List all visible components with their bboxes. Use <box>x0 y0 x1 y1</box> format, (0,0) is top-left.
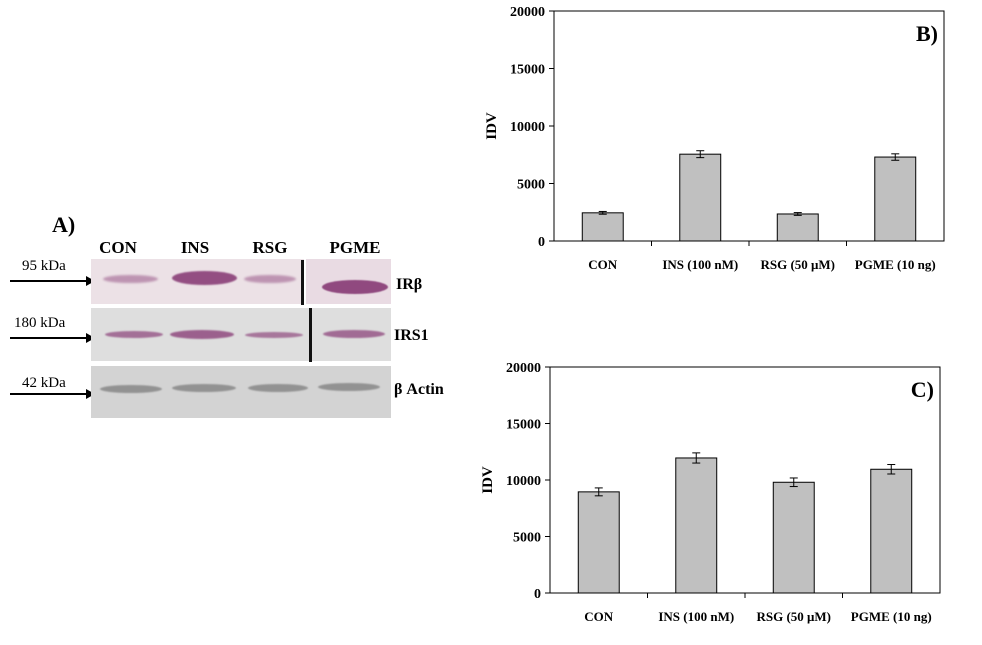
band-irs1-ins <box>170 330 234 339</box>
chart-c-ylabel: IDV <box>480 466 496 494</box>
mw-marker-180: 180 kDa <box>14 315 66 331</box>
chart-c-ytick-label: 10000 <box>506 474 541 489</box>
mw-marker-95: 95 kDa <box>22 258 66 274</box>
mw-marker-42: 42 kDa <box>22 375 66 391</box>
lane-label-pgme: PGME <box>329 238 381 257</box>
lane-divider-irs1 <box>309 308 312 362</box>
chart-b-bar-1 <box>679 153 722 242</box>
chart-b-ytick-label: 20000 <box>510 5 545 20</box>
western-blot-panel: A) CON INS RSG PGME 95 kDa IRβ 180 kDa I… <box>0 0 470 645</box>
panel-a-letter: A) <box>52 212 76 237</box>
arrow-42-line <box>10 393 88 395</box>
chart-c-ytick-label: 0 <box>534 587 541 602</box>
chart-c-ytick-label: 15000 <box>506 418 541 433</box>
arrow-42-head <box>86 389 95 399</box>
band-irs1-rsg <box>245 332 303 338</box>
band-actin-con <box>100 385 162 393</box>
band-irb-pgme <box>322 280 388 294</box>
chart-c-ytick-label: 20000 <box>506 361 541 376</box>
band-actin-rsg <box>248 384 308 392</box>
arrow-95-head <box>86 276 95 286</box>
chart-b-ytick-label: 5000 <box>517 178 545 193</box>
lane-label-rsg: RSG <box>252 238 288 257</box>
band-irs1-con <box>105 331 163 338</box>
chart-b-bar-0 <box>581 212 624 242</box>
chart-b-category-label-2: RSG (50 μM) <box>760 257 835 272</box>
bar-chart-c: 0 5000 10000 15000 20000 IDV CON INS (100 nM) RS… <box>480 361 941 624</box>
chart-b-category-label-3: PGME (10 ng) <box>855 257 936 272</box>
chart-c-bar-1 <box>675 457 718 594</box>
chart-b-bar-3 <box>874 156 917 242</box>
bar-chart-b: 0 5000 10000 15000 20000 IDV CON INS (100 nM) RS… <box>484 5 945 272</box>
chart-b-category-label-1: INS (100 nM) <box>662 257 738 272</box>
band-actin-ins <box>172 384 236 392</box>
band-irb-ins <box>172 271 237 285</box>
lane-label-ins: INS <box>180 238 210 257</box>
chart-c-category-label-2: RSG (50 μM) <box>756 609 831 624</box>
chart-c-bar-2 <box>772 481 815 594</box>
arrow-180-head <box>86 333 95 343</box>
band-irb-rsg <box>244 275 296 283</box>
chart-c-bar-3 <box>870 468 913 594</box>
chart-b-panel-letter: B) <box>916 21 938 46</box>
lane-divider-irb <box>301 260 304 305</box>
chart-b-category-label-0: CON <box>588 257 618 272</box>
chart-b-ytick-label: 10000 <box>510 120 545 135</box>
chart-c-category-label-1: INS (100 nM) <box>658 609 734 624</box>
row-label-irb: IRβ <box>396 276 423 293</box>
row-label-irs1: IRS1 <box>394 327 429 344</box>
chart-c-bar-0 <box>577 491 620 594</box>
chart-c-ytick-label: 5000 <box>513 531 541 546</box>
chart-c-category-label-3: PGME (10 ng) <box>851 609 932 624</box>
arrow-95-line <box>10 280 88 282</box>
chart-b-ytick-label: 0 <box>538 235 545 250</box>
chart-b-ytick-label: 15000 <box>510 63 545 78</box>
band-irb-con <box>103 275 158 283</box>
arrow-180-line <box>10 337 88 339</box>
chart-b-bar-2 <box>776 213 819 242</box>
band-irs1-pgme <box>323 330 385 338</box>
band-actin-pgme <box>318 383 380 391</box>
row-label-actin: β Actin <box>394 381 444 398</box>
chart-c-category-label-0: CON <box>584 609 614 624</box>
chart-b-ylabel: IDV <box>484 112 500 140</box>
lane-label-con: CON <box>99 238 137 257</box>
chart-c-panel-letter: C) <box>911 377 934 402</box>
